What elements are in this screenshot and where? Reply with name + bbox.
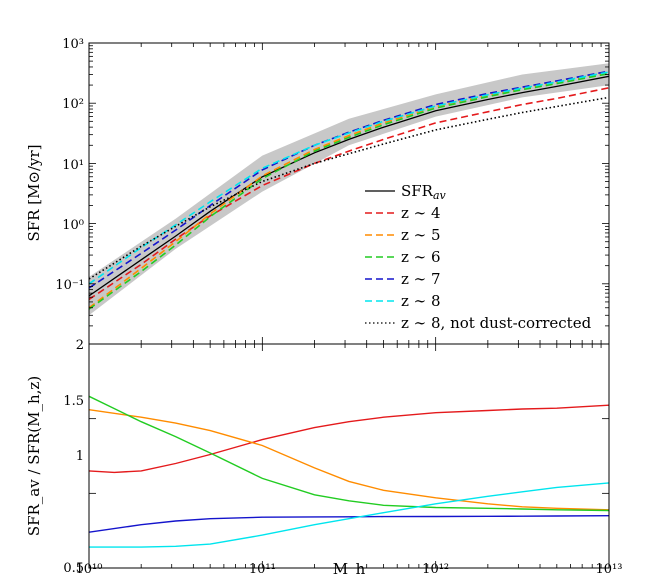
top-line-z-8-not-dust-corrected: [89, 96, 609, 280]
top-ytick-label: 10²: [62, 97, 84, 112]
top-series-lines: [89, 70, 609, 310]
bottom-series-lines: [89, 395, 609, 548]
bottom-xtick-label: 10¹⁰: [76, 562, 103, 575]
bottom-panel: 0.5 1 1.5 2 SFR_av / SFR(M_h,z): [25, 338, 610, 575]
legend-label-z6: z ∼ 6: [401, 248, 441, 266]
top-ytick-label: 10¹: [62, 158, 84, 173]
bottom-xtick-label: 10¹³: [596, 562, 623, 575]
bottom-x-axis-label: M_h: [333, 560, 366, 575]
top-y-axis-label: SFR [M⊙/yr]: [25, 144, 43, 241]
bottom-ytick-label: 0.5: [63, 561, 84, 575]
top-panel: 10⁻¹ 10⁰ 10¹ 10² 10³ SFR [M⊙/yr] SFRav z…: [25, 37, 610, 345]
top-line-z-8: [89, 71, 609, 285]
legend-label-z4: z ∼ 4: [401, 204, 441, 222]
legend-label-sfr-av: SFRav: [401, 182, 447, 202]
bottom-xtick-label: 10¹¹: [249, 562, 276, 575]
legend-label-z8-not-dust-corrected: z ∼ 8, not dust-corrected: [401, 314, 592, 332]
top-line-z-7: [89, 70, 609, 289]
legend-label-z5: z ∼ 5: [401, 226, 441, 244]
bottom-ytick-label: 2: [76, 338, 84, 353]
top-ytick-label: 10³: [62, 37, 84, 52]
bottom-line-z-7: [89, 515, 609, 533]
legend: SFRav z ∼ 4 z ∼ 5 z ∼ 6 z ∼ 7 z ∼ 8 z ∼ …: [365, 182, 592, 332]
bottom-ytick-label: 1.5: [63, 394, 84, 409]
bottom-axis-ticks: [88, 343, 610, 569]
top-line-z-4: [89, 87, 609, 301]
top-line-z-6: [89, 72, 609, 310]
top-ytick-label: 10⁻¹: [55, 278, 84, 293]
bottom-line-z-8: [89, 482, 609, 548]
bottom-ytick-label: 1: [76, 449, 84, 464]
uncertainty-band-layer: [89, 63, 609, 316]
legend-label-z8: z ∼ 8: [401, 292, 441, 310]
uncertainty-band: [89, 63, 609, 316]
top-line-sfr-av: [89, 75, 609, 297]
bottom-xtick-label: 10¹²: [422, 562, 449, 575]
top-line-z-5: [89, 72, 609, 309]
bottom-line-z-4: [89, 404, 609, 474]
top-ytick-label: 10⁰: [62, 218, 84, 233]
bottom-line-z-6: [89, 395, 609, 512]
bottom-plot-frame: [88, 343, 610, 569]
bottom-y-axis-label: SFR_av / SFR(M_h,z): [25, 376, 43, 536]
bottom-line-z-5: [89, 409, 609, 511]
legend-label-z7: z ∼ 7: [401, 270, 441, 288]
